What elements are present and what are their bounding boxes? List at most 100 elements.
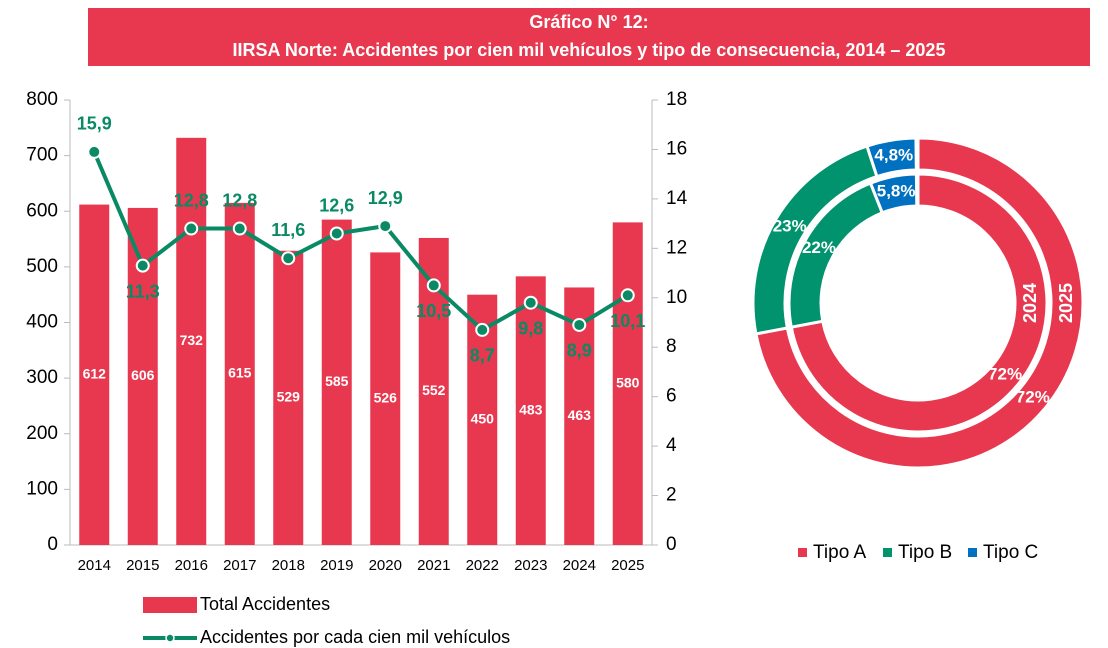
bar-label: 615 — [228, 365, 252, 381]
slice-label: 22% — [802, 238, 836, 257]
y2-tick-label: 4 — [666, 435, 677, 456]
bar-label: 612 — [83, 365, 107, 381]
legend-label: Accidentes por cada cien mil vehículos — [200, 627, 510, 647]
line-point — [329, 226, 344, 241]
bar — [79, 204, 110, 545]
y2-tick-label: 2 — [666, 485, 677, 506]
bar — [321, 219, 352, 545]
donut-slice — [868, 172, 919, 215]
y-tick-label: 700 — [26, 145, 58, 166]
y2-tick-label: 6 — [666, 386, 677, 407]
x-tick-label: 2022 — [466, 557, 499, 574]
line-label: 12,8 — [222, 190, 257, 210]
line-label: 12,9 — [368, 188, 403, 208]
donut-slice — [865, 136, 918, 179]
line-label: 11,6 — [271, 220, 305, 240]
ring-label: 2025 — [1056, 283, 1076, 323]
chart-subtitle: IIRSA Norte: Accidentes por cien mil veh… — [233, 40, 946, 60]
line-point — [523, 295, 538, 310]
slice-label: 23% — [773, 217, 807, 236]
line-label: 12,6 — [319, 195, 354, 215]
y-tick-label: 300 — [26, 367, 58, 388]
line-point — [378, 219, 393, 234]
y2-tick-label: 0 — [666, 534, 677, 555]
y-tick-label: 800 — [26, 89, 58, 110]
bar — [370, 252, 401, 545]
bar-label: 606 — [131, 367, 155, 383]
y2-tick-label: 18 — [666, 89, 687, 110]
y-tick-label: 500 — [26, 256, 58, 277]
slice-label: 5,8% — [877, 182, 916, 201]
y2-tick-label: 8 — [666, 336, 677, 357]
x-tick-label: 2020 — [369, 557, 402, 574]
chart-title: Gráfico N° 12: — [529, 12, 648, 32]
ring-label: 2024 — [1020, 283, 1040, 323]
bar-label: 463 — [568, 407, 592, 423]
bar — [176, 137, 207, 545]
x-tick-label: 2024 — [563, 557, 596, 574]
x-tick-label: 2016 — [175, 557, 208, 574]
bar — [273, 250, 304, 545]
line-point — [426, 278, 441, 293]
bar-label: 529 — [277, 389, 301, 405]
bar-label: 552 — [422, 382, 446, 398]
line-point — [232, 221, 247, 236]
slice-label: 72% — [1016, 387, 1050, 406]
x-tick-label: 2021 — [417, 557, 450, 574]
line-label: 10,1 — [610, 311, 645, 331]
legend-label: Tipo C — [983, 542, 1038, 563]
bar-label: 580 — [616, 374, 640, 390]
line-label: 10,5 — [416, 301, 451, 321]
line-point — [475, 322, 490, 337]
line-label: 12,8 — [174, 190, 209, 210]
slice-label: 4,8% — [874, 145, 913, 164]
line-label: 8,9 — [567, 341, 592, 361]
bar — [612, 222, 643, 545]
slice-label: 72% — [988, 365, 1022, 384]
y-tick-label: 0 — [47, 534, 58, 555]
x-tick-label: 2025 — [611, 557, 644, 574]
y-tick-label: 200 — [26, 423, 58, 444]
line-label: 8,7 — [470, 346, 495, 366]
line-label: 11,3 — [126, 281, 160, 301]
bar-label: 526 — [374, 389, 398, 405]
bar — [224, 202, 255, 545]
legend-swatch — [143, 597, 197, 613]
y2-tick-label: 14 — [666, 188, 688, 209]
x-tick-label: 2015 — [126, 557, 159, 574]
legend-label: Total Accidentes — [200, 594, 330, 614]
line-label: 9,8 — [518, 318, 543, 338]
bar — [515, 276, 546, 545]
bar-label: 585 — [325, 373, 349, 389]
legend-swatch — [798, 548, 807, 557]
legend-swatch — [883, 548, 892, 557]
header-band — [88, 8, 1090, 66]
line-point — [135, 258, 150, 273]
bar-label: 483 — [519, 401, 543, 417]
line-point — [281, 251, 296, 266]
x-tick-label: 2014 — [78, 557, 111, 574]
y-tick-label: 400 — [26, 312, 58, 333]
donut-slice — [754, 136, 1085, 470]
y2-tick-label: 16 — [666, 138, 687, 159]
line-point — [87, 144, 102, 159]
legend-swatch — [968, 548, 977, 557]
y-tick-label: 100 — [26, 478, 58, 499]
x-tick-label: 2023 — [514, 557, 547, 574]
line-label: 15,9 — [77, 114, 112, 134]
x-tick-label: 2019 — [320, 557, 353, 574]
line — [92, 151, 629, 333]
x-tick-label: 2018 — [272, 557, 305, 574]
donut-slice — [789, 172, 1049, 434]
x-tick-label: 2017 — [223, 557, 256, 574]
legend-label: Tipo A — [813, 542, 866, 563]
bar-label: 732 — [180, 332, 204, 348]
y2-tick-label: 10 — [666, 287, 687, 308]
y-tick-label: 600 — [26, 200, 58, 221]
legend-swatch — [165, 633, 175, 643]
y2-tick-label: 12 — [666, 237, 687, 258]
bar-label: 450 — [471, 411, 495, 427]
line-point — [184, 221, 199, 236]
line-point — [572, 317, 587, 332]
